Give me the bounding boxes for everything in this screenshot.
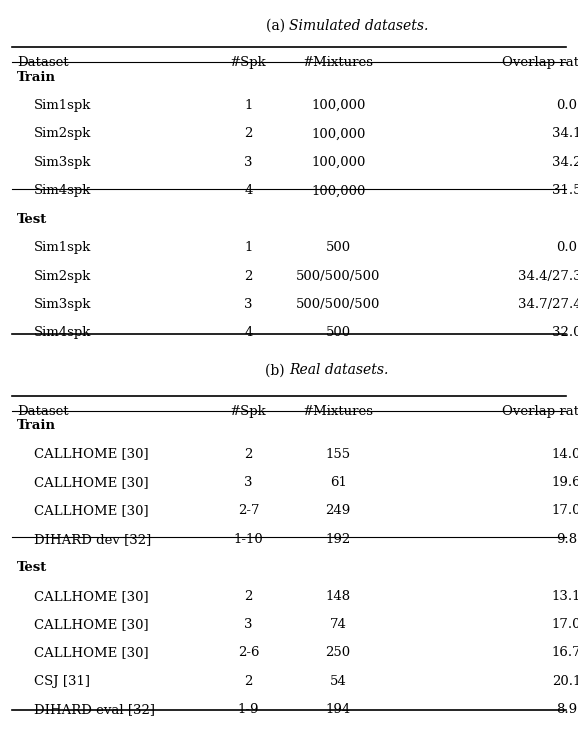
Text: 100,000: 100,000	[311, 127, 365, 141]
Text: 1: 1	[244, 241, 253, 254]
Text: Sim3spk: Sim3spk	[34, 156, 91, 169]
Text: Sim2spk: Sim2spk	[34, 127, 91, 141]
Text: CALLHOME [30]: CALLHOME [30]	[34, 447, 148, 461]
Text: 14.0: 14.0	[552, 447, 578, 461]
Text: Sim4spk: Sim4spk	[34, 184, 91, 197]
Text: 1-9: 1-9	[238, 703, 260, 717]
Text: 2: 2	[244, 269, 253, 283]
Text: 500/500/500: 500/500/500	[296, 298, 380, 311]
Text: Real datasets.: Real datasets.	[289, 364, 388, 378]
Text: 3: 3	[244, 156, 253, 169]
Text: 1-10: 1-10	[234, 533, 264, 546]
Text: (b): (b)	[265, 364, 289, 378]
Text: 2-6: 2-6	[238, 646, 260, 660]
Text: Test: Test	[17, 212, 47, 226]
Text: 2-7: 2-7	[238, 504, 260, 518]
Text: 3: 3	[244, 476, 253, 489]
Text: 3: 3	[244, 298, 253, 311]
Text: 100,000: 100,000	[311, 99, 365, 112]
Text: 2: 2	[244, 447, 253, 461]
Text: 34.7/27.4/19.1: 34.7/27.4/19.1	[518, 298, 578, 311]
Text: 100,000: 100,000	[311, 156, 365, 169]
Text: 2: 2	[244, 675, 253, 688]
Text: #Mixtures: #Mixtures	[303, 56, 373, 69]
Text: 249: 249	[325, 504, 351, 518]
Text: 20.1: 20.1	[552, 675, 578, 688]
Text: 4: 4	[244, 326, 253, 340]
Text: DIHARD dev [32]: DIHARD dev [32]	[34, 533, 151, 546]
Text: 34.2: 34.2	[551, 156, 578, 169]
Text: Simulated datasets.: Simulated datasets.	[289, 19, 428, 33]
Text: 192: 192	[325, 533, 351, 546]
Text: 31.5: 31.5	[551, 184, 578, 197]
Text: Sim3spk: Sim3spk	[34, 298, 91, 311]
Text: Dataset: Dataset	[17, 56, 69, 69]
Text: CALLHOME [30]: CALLHOME [30]	[34, 504, 148, 518]
Text: 500: 500	[325, 326, 351, 340]
Text: CALLHOME [30]: CALLHOME [30]	[34, 618, 148, 631]
Text: 2: 2	[244, 127, 253, 141]
Text: 194: 194	[325, 703, 351, 717]
Text: 32.0: 32.0	[551, 326, 578, 340]
Text: 17.0: 17.0	[551, 504, 578, 518]
Text: #Spk: #Spk	[230, 56, 267, 69]
Text: 148: 148	[325, 589, 351, 603]
Text: 1: 1	[244, 99, 253, 112]
Text: #Mixtures: #Mixtures	[303, 405, 373, 417]
Text: 0.0: 0.0	[556, 241, 577, 254]
Text: 19.6: 19.6	[551, 476, 578, 489]
Text: Train: Train	[17, 70, 56, 84]
Text: Sim1spk: Sim1spk	[34, 99, 91, 112]
Text: 54: 54	[330, 675, 346, 688]
Text: 100,000: 100,000	[311, 184, 365, 197]
Text: 2: 2	[244, 589, 253, 603]
Text: 16.7: 16.7	[551, 646, 578, 660]
Text: 0.0: 0.0	[556, 99, 577, 112]
Text: Test: Test	[17, 561, 47, 574]
Text: Sim2spk: Sim2spk	[34, 269, 91, 283]
Text: DIHARD eval [32]: DIHARD eval [32]	[34, 703, 154, 717]
Text: (a): (a)	[265, 19, 289, 33]
Text: CALLHOME [30]: CALLHOME [30]	[34, 476, 148, 489]
Text: CSJ [31]: CSJ [31]	[34, 675, 90, 688]
Text: Train: Train	[17, 419, 56, 432]
Text: #Spk: #Spk	[230, 405, 267, 417]
Text: 250: 250	[325, 646, 351, 660]
Text: 34.4/27.3/19.6: 34.4/27.3/19.6	[517, 269, 578, 283]
Text: 13.1: 13.1	[551, 589, 578, 603]
Text: Sim1spk: Sim1spk	[34, 241, 91, 254]
Text: CALLHOME [30]: CALLHOME [30]	[34, 589, 148, 603]
Text: Overlap ratio ρ (%): Overlap ratio ρ (%)	[502, 56, 578, 69]
Text: 61: 61	[329, 476, 347, 489]
Text: 500/500/500: 500/500/500	[296, 269, 380, 283]
Text: Sim4spk: Sim4spk	[34, 326, 91, 340]
Text: Overlap ratio ρ (%): Overlap ratio ρ (%)	[502, 405, 578, 417]
Text: 8.9: 8.9	[556, 703, 577, 717]
Text: 74: 74	[329, 618, 347, 631]
Text: Dataset: Dataset	[17, 405, 69, 417]
Text: 3: 3	[244, 618, 253, 631]
Text: 500: 500	[325, 241, 351, 254]
Text: CALLHOME [30]: CALLHOME [30]	[34, 646, 148, 660]
Text: 17.0: 17.0	[551, 618, 578, 631]
Text: 155: 155	[325, 447, 351, 461]
Text: 34.1: 34.1	[551, 127, 578, 141]
Text: 4: 4	[244, 184, 253, 197]
Text: 9.8: 9.8	[556, 533, 577, 546]
